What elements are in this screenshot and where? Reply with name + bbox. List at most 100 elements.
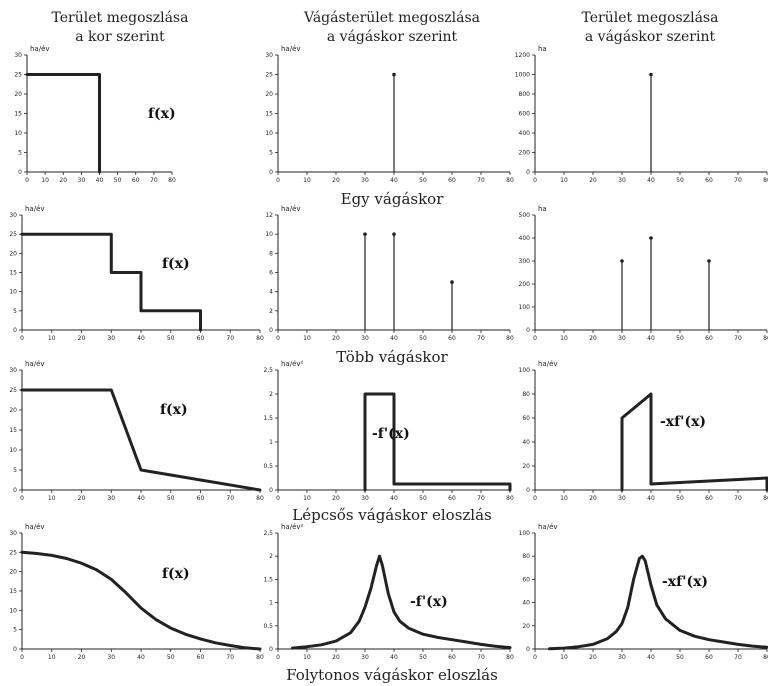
y-tick-label: 10 bbox=[9, 447, 17, 454]
x-tick-label: 10 bbox=[560, 335, 568, 342]
x-tick-label: 60 bbox=[705, 654, 713, 661]
x-tick-label: 0 bbox=[25, 177, 29, 184]
x-tick-label: 10 bbox=[560, 495, 568, 502]
y-axis-unit-r4c2: ha/év² bbox=[281, 523, 304, 531]
x-tick-label: 0 bbox=[20, 495, 24, 502]
y-tick-label: 12 bbox=[265, 212, 273, 219]
series-line-r4c2 bbox=[291, 554, 512, 650]
y-tick-label: 8 bbox=[269, 250, 273, 257]
panel-r4c3: 0 20 40 60 80 100 0 10 20 30 40 50 60 70 80 ha/év -xf'(x… bbox=[519, 523, 768, 661]
y-tick-label: 1 bbox=[269, 439, 273, 446]
x-tick-label: 30 bbox=[618, 335, 626, 342]
y-tick-label: 30 bbox=[265, 52, 273, 59]
y-tick-label: 1,5 bbox=[263, 576, 273, 583]
x-tick-label: 30 bbox=[361, 177, 369, 184]
x-tick-label: 60 bbox=[448, 654, 456, 661]
x-tick-label: 0 bbox=[276, 654, 280, 661]
x-tick-label: 30 bbox=[107, 335, 115, 342]
y-tick-label: 15 bbox=[9, 588, 17, 595]
x-tick-label: 50 bbox=[419, 177, 427, 184]
x-tick-label: 30 bbox=[361, 335, 369, 342]
x-tick-label: 70 bbox=[477, 495, 485, 502]
panel-r2c2: 0 2 4 6 8 10 12 0 10 20 30 40 50 60 70 80 ha/év bbox=[265, 205, 514, 342]
x-tick-label: 20 bbox=[332, 495, 340, 502]
y-tick-label: 1,5 bbox=[263, 415, 273, 422]
y-tick-label: 2 bbox=[269, 391, 273, 398]
x-tick-label: 40 bbox=[647, 335, 655, 342]
x-tick-label: 60 bbox=[132, 177, 140, 184]
y-tick-label: 600 bbox=[519, 111, 531, 118]
x-tick-label: 60 bbox=[197, 495, 205, 502]
panel-r1c1: 0 5 10 15 20 25 30 0 10 20 30 40 50 60 70 80 ha/év f(x) bbox=[14, 45, 176, 184]
y-tick-label: 500 bbox=[519, 212, 531, 219]
y-axis-unit-r3c2: ha/év² bbox=[281, 360, 304, 368]
y-tick-label: 1 bbox=[269, 600, 273, 607]
x-tick-label: 60 bbox=[705, 495, 713, 502]
panel-r1c3: 0 200 400 600 800 1000 1200 0 10 20 30 40 50 60 70 80 ha bbox=[515, 45, 768, 184]
function-label-r3c3: -xf'(x) bbox=[660, 414, 706, 430]
x-tick-label: 80 bbox=[256, 654, 264, 661]
x-tick-label: 70 bbox=[734, 495, 742, 502]
y-tick-label: 15 bbox=[9, 270, 17, 277]
x-tick-label: 20 bbox=[332, 654, 340, 661]
col2-title-line2: a vágáskor szerint bbox=[327, 29, 458, 45]
y-tick-label: 25 bbox=[9, 231, 17, 238]
x-tick-label: 40 bbox=[390, 177, 398, 184]
y-tick-label: 25 bbox=[265, 72, 273, 79]
y-tick-label: 0 bbox=[526, 487, 530, 494]
y-tick-label: 10 bbox=[14, 130, 22, 137]
y-tick-label: 5 bbox=[13, 308, 17, 315]
panel-r4c2: 0 0,5 1 1,5 2 2,5 0 10 20 30 40 50 60 70 80 ha/év² -f'(x… bbox=[263, 523, 514, 661]
y-tick-label: 400 bbox=[519, 130, 531, 137]
y-tick-label: 0 bbox=[269, 487, 273, 494]
y-tick-label: 5 bbox=[269, 150, 273, 157]
function-label-r4c1: f(x) bbox=[162, 566, 190, 582]
y-tick-label: 100 bbox=[519, 367, 531, 374]
x-tick-label: 40 bbox=[647, 495, 655, 502]
x-tick-label: 50 bbox=[676, 177, 684, 184]
y-tick-label: 0 bbox=[269, 646, 273, 653]
series-line-r2c1 bbox=[20, 232, 202, 332]
x-tick-label: 0 bbox=[20, 335, 24, 342]
x-tick-label: 60 bbox=[448, 177, 456, 184]
panel-r1c2: 0 5 10 15 20 25 30 0 10 20 30 40 50 60 70 80 ha/év bbox=[265, 45, 514, 184]
y-tick-label: 5 bbox=[13, 627, 17, 634]
function-label-r3c2: -f'(x) bbox=[372, 426, 410, 442]
y-tick-label: 25 bbox=[9, 549, 17, 556]
y-axis-unit-r2c3: ha bbox=[538, 205, 547, 213]
y-tick-label: 10 bbox=[265, 231, 273, 238]
y-tick-label: 0 bbox=[13, 487, 17, 494]
x-tick-label: 30 bbox=[78, 177, 86, 184]
x-tick-label: 60 bbox=[448, 335, 456, 342]
y-tick-label: 0,5 bbox=[263, 623, 273, 630]
stem-marker bbox=[363, 232, 367, 236]
y-tick-label: 0 bbox=[13, 327, 17, 334]
x-tick-label: 80 bbox=[506, 335, 514, 342]
series-line-r4c1 bbox=[20, 550, 262, 651]
x-tick-label: 50 bbox=[167, 335, 175, 342]
x-tick-label: 50 bbox=[419, 654, 427, 661]
x-tick-label: 10 bbox=[303, 335, 311, 342]
x-tick-label: 80 bbox=[506, 495, 514, 502]
x-tick-label: 10 bbox=[41, 177, 49, 184]
col3-title-line1: Terület megoszlása bbox=[582, 10, 719, 26]
y-axis-unit-r1c2: ha/év bbox=[281, 45, 301, 53]
row-label-folytonos: Folytonos vágáskor eloszlás bbox=[286, 666, 498, 684]
y-tick-label: 4 bbox=[269, 289, 273, 296]
x-tick-label: 80 bbox=[506, 177, 514, 184]
x-tick-label: 80 bbox=[168, 177, 176, 184]
x-tick-label: 60 bbox=[448, 495, 456, 502]
x-tick-label: 80 bbox=[256, 335, 264, 342]
y-tick-label: 25 bbox=[9, 387, 17, 394]
y-axis-unit-r2c1: ha/év bbox=[25, 205, 45, 213]
x-tick-label: 10 bbox=[303, 654, 311, 661]
x-tick-label: 60 bbox=[705, 335, 713, 342]
panel-r2c3: 0 100 200 300 400 500 0 10 20 30 40 50 60 70 80 ha bbox=[519, 205, 768, 342]
y-axis-unit-r1c3: ha bbox=[538, 45, 547, 53]
y-tick-label: 20 bbox=[14, 91, 22, 98]
x-tick-label: 80 bbox=[506, 654, 514, 661]
x-tick-label: 0 bbox=[276, 495, 280, 502]
x-tick-label: 50 bbox=[676, 654, 684, 661]
x-tick-label: 80 bbox=[763, 335, 768, 342]
x-tick-label: 70 bbox=[477, 654, 485, 661]
